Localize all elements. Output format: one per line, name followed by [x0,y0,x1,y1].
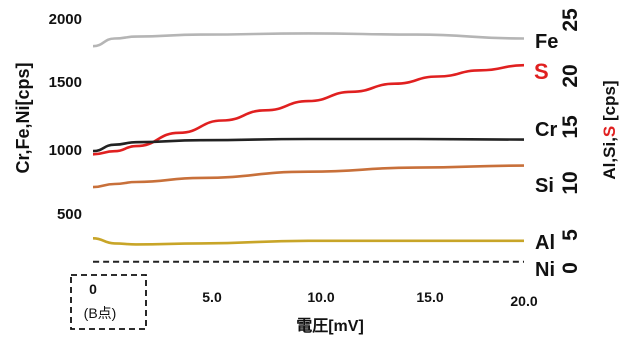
right-y-axis: 0 5 10 15 20 25 Al,Si,S [cps] [559,8,619,274]
plot-lines [92,32,525,263]
y-left-tick-label: 2000 [49,11,82,28]
y-right-title-s: S [600,126,619,137]
series-label-fe: Fe [535,31,558,53]
x-axis: 0 5.0 10.0 15.0 20.0 電圧[mV] (B点) [70,274,538,335]
y-right-tick-label: 25 [559,8,582,32]
series-label-cr: Cr [535,119,557,141]
y-right-tick-label: 20 [559,64,582,87]
x-tick-label: 0 [89,281,97,297]
x-tick-label: 10.0 [307,289,334,305]
y-right-title-part: [cps] [600,80,619,125]
series-line-cr [92,137,525,153]
series-label-s: S [534,59,549,84]
y-right-tick-label: 0 [559,262,582,274]
x-axis-title: 電圧[mV] [296,317,364,335]
y-left-tick-label: 500 [57,206,82,223]
series-label-al: Al [535,232,555,254]
y-right-tick-label: 10 [559,171,582,194]
b-point-annotation: (B点) [84,305,117,321]
series-line-s [92,63,525,156]
series-line-al [92,237,524,246]
left-y-axis: 500 1000 1500 2000 Cr,Fe,Ni[cps] [13,11,82,223]
y-left-axis-title: Cr,Fe,Ni[cps] [13,62,33,173]
y-right-tick-label: 5 [559,229,582,241]
series-label-ni: Ni [535,259,555,281]
x-tick-label: 20.0 [510,293,537,309]
series-line-fe [92,32,525,48]
series-label-si: Si [535,175,554,197]
y-left-tick-label: 1000 [49,142,82,159]
y-right-tick-label: 15 [559,115,582,139]
series-labels: Fe S Cr Si Al Ni [534,31,558,281]
y-right-axis-title: Al,Si,S [cps] [600,80,619,179]
series-line-si [92,164,525,189]
x-tick-label: 15.0 [416,289,443,305]
x-tick-label: 5.0 [202,289,222,305]
y-right-title-part: Al,Si, [600,137,619,180]
y-left-tick-label: 1500 [49,74,82,91]
b-point-box [70,274,147,330]
